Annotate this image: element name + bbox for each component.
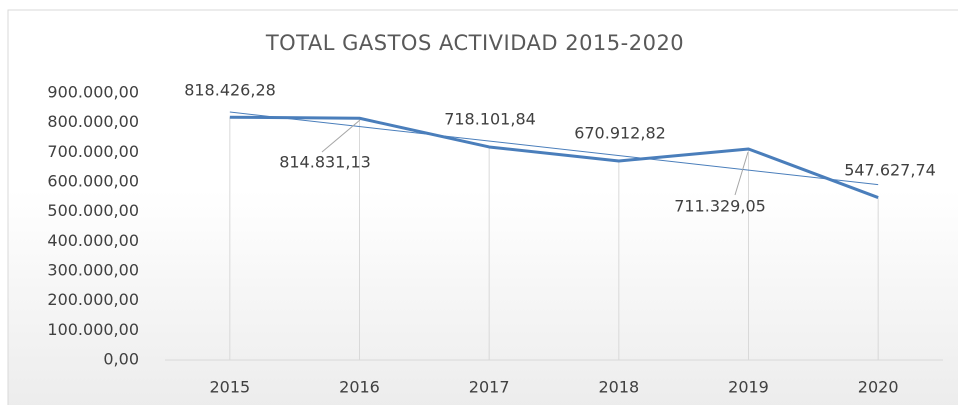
x-tick-label: 2019	[728, 378, 769, 397]
data-label: 547.627,74	[844, 161, 936, 180]
y-tick-label: 400.000,00	[47, 231, 139, 250]
leader-line	[734, 151, 749, 196]
x-tick-label: 2018	[598, 378, 639, 397]
y-tick-label: 100.000,00	[47, 320, 139, 339]
x-tick-label: 2020	[858, 378, 899, 397]
y-tick-label: 0,00	[103, 350, 139, 369]
y-tick-label: 900.000,00	[47, 83, 139, 102]
data-line	[229, 115, 879, 199]
x-tick-label: 2017	[469, 378, 510, 397]
x-tick-label: 2015	[209, 378, 250, 397]
y-tick-label: 800.000,00	[47, 112, 139, 131]
chart-title: TOTAL GASTOS ACTIVIDAD 2015-2020	[265, 31, 684, 55]
leader-line	[321, 119, 361, 153]
x-tick-label: 2016	[339, 378, 380, 397]
data-label: 711.329,05	[674, 197, 766, 216]
data-label: 814.831,13	[279, 153, 371, 172]
data-label: 818.426,28	[184, 81, 276, 100]
data-label: 718.101,84	[444, 110, 536, 129]
y-tick-label: 600.000,00	[47, 172, 139, 191]
y-tick-label: 700.000,00	[47, 142, 139, 161]
y-tick-label: 200.000,00	[47, 290, 139, 309]
y-tick-label: 300.000,00	[47, 261, 139, 280]
y-tick-label: 500.000,00	[47, 201, 139, 220]
trend-line	[229, 111, 879, 186]
chart-area	[7, 9, 958, 405]
data-label: 670.912,82	[574, 124, 666, 143]
